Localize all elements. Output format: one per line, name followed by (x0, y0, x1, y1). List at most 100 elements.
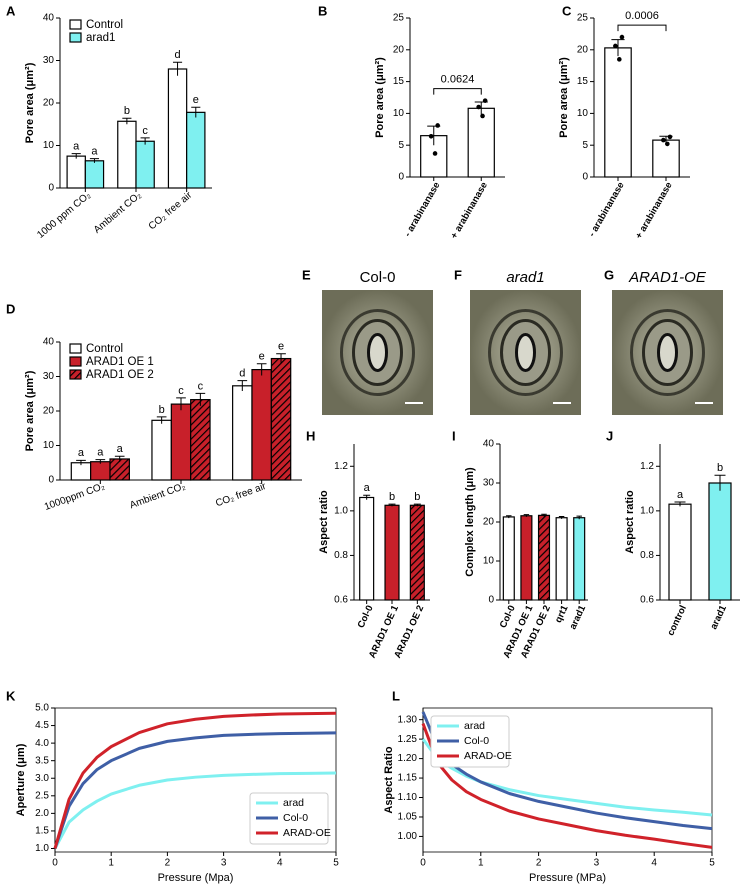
data-point (482, 98, 488, 103)
bar (409, 504, 425, 601)
error-bar (506, 515, 512, 519)
error-bar (256, 363, 267, 376)
significance-letter: a (117, 443, 124, 455)
data-point (667, 134, 673, 140)
y-tick-label: 20 (577, 44, 589, 55)
significance-letter: a (364, 482, 371, 494)
x-axis-label: Pressure (MPa) (529, 872, 606, 884)
y-axis-label: Aperture (μm) (15, 743, 27, 816)
legend-swatch (69, 343, 82, 354)
significance-letter: b (159, 404, 165, 416)
legend-swatch (69, 369, 82, 380)
legend-label: arad1 (86, 32, 115, 44)
y-tick-label: 1.2 (334, 461, 348, 472)
data-point (428, 133, 434, 139)
error-bar (156, 416, 167, 424)
error-bar (674, 501, 686, 507)
significance-letter: c (142, 125, 148, 137)
error-bar (363, 494, 371, 500)
y-tick-label: 0 (48, 475, 54, 486)
y-tick-label: 0.8 (334, 550, 348, 561)
legend-label: arad (464, 720, 485, 732)
y-tick-label: 1.0 (35, 843, 49, 854)
x-tick-label: 1000ppm CO₂ (43, 481, 106, 513)
legend-label: ARAD-OE (464, 750, 512, 762)
data-point (476, 104, 481, 110)
significance-letter: e (259, 351, 265, 363)
panel-letter: A (6, 3, 16, 18)
line-series (53, 731, 337, 849)
x-tick-label: Col-0 (356, 604, 376, 630)
bar (232, 385, 253, 481)
line-series (53, 771, 337, 850)
y-tick-label: 4.0 (35, 738, 49, 749)
pore (515, 333, 536, 372)
y-tick-label: 4.5 (35, 720, 49, 731)
bar (70, 462, 92, 481)
error-bar (388, 503, 396, 507)
y-tick-label: 40 (43, 13, 55, 24)
y-tick-label: 20 (43, 406, 55, 417)
y-tick-label: 10 (577, 108, 589, 119)
data-point (432, 151, 438, 156)
bar (186, 111, 206, 189)
y-tick-label: 1.10 (398, 792, 418, 803)
bar (384, 504, 400, 601)
panel-letter: F (454, 267, 462, 282)
panel-letter: L (392, 688, 400, 703)
data-point (435, 123, 440, 128)
y-tick-label: 0 (48, 183, 54, 194)
y-tick-label: 20 (483, 517, 495, 528)
y-tick-label: 1.05 (398, 812, 418, 823)
error-bar (140, 137, 150, 145)
image-title: arad1 (506, 269, 544, 286)
panel-letter: D (6, 301, 15, 316)
y-axis-label: Pore area (μm²) (374, 57, 386, 138)
y-tick-label: 40 (483, 439, 495, 450)
error-bar (276, 353, 286, 364)
significance-letter: a (73, 140, 80, 152)
x-tick-label: 3 (594, 858, 600, 869)
error-bar (523, 514, 530, 517)
guard-cells-outer (488, 309, 563, 396)
error-bar (558, 516, 565, 519)
legend-label: Control (86, 343, 123, 355)
panel-letter: E (302, 267, 311, 282)
bar (537, 514, 551, 601)
legend-swatch (69, 19, 82, 30)
legend-label: Col-0 (464, 735, 489, 747)
guard-cells-outer (340, 309, 415, 396)
y-tick-label: 1.30 (398, 714, 418, 725)
bar (604, 47, 632, 178)
x-tick-label: control (665, 604, 689, 638)
x-tick-label: + arabinanase (449, 180, 490, 241)
error-bar (191, 106, 201, 118)
significance-letter: a (91, 146, 98, 158)
panel-letter: I (452, 428, 456, 443)
bar (190, 399, 211, 481)
bar (117, 120, 137, 189)
x-tick-label: + arabinanase (633, 180, 674, 241)
y-tick-label: 10 (43, 440, 55, 451)
x-axis-label: Pressure (Mpa) (158, 872, 234, 884)
legend-label: ARAD-OE (283, 827, 331, 839)
y-axis-label: Aspect Ratio (383, 746, 395, 814)
bar (151, 419, 172, 481)
y-tick-label: 3.5 (35, 755, 49, 766)
x-tick-label: 0 (420, 858, 426, 869)
line-series (421, 723, 713, 849)
x-tick-label: - arabinanase (402, 180, 442, 239)
error-bar (541, 513, 547, 517)
x-tick-label: arad1 (708, 603, 729, 631)
y-axis-label: Pore area (μm²) (24, 370, 36, 451)
significance-bracket (617, 24, 667, 32)
guard-cells-outer (630, 309, 705, 396)
y-axis-label: Aspect ratio (318, 490, 330, 554)
y-tick-label: 0 (398, 172, 404, 183)
y-axis-label: Pore area (μm²) (558, 57, 570, 138)
data-point (619, 34, 625, 40)
bar (359, 496, 375, 601)
y-tick-label: 0 (582, 172, 588, 183)
significance-letter: a (97, 447, 104, 459)
x-tick-label: 1000 ppm CO₂ (35, 190, 93, 241)
